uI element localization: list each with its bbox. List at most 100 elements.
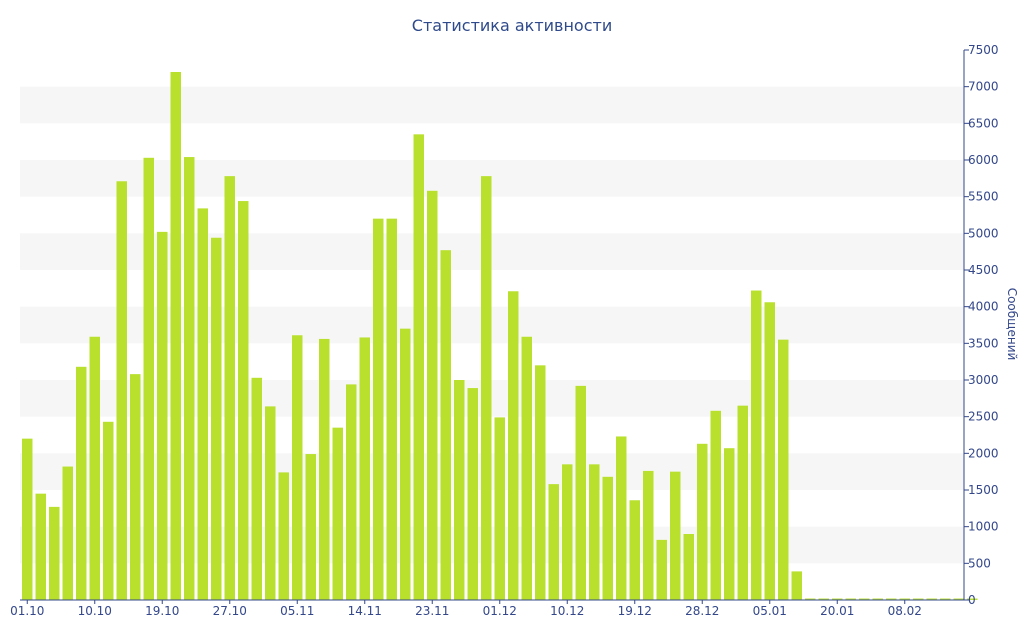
bar xyxy=(157,231,168,600)
bar xyxy=(791,571,802,600)
y-tick-label: 3500 xyxy=(968,336,999,350)
bar xyxy=(508,291,519,600)
bar xyxy=(76,366,87,600)
y-tick-label: 1500 xyxy=(968,483,999,497)
bar xyxy=(535,365,546,600)
y-tick-label: 6000 xyxy=(968,153,999,167)
bar xyxy=(616,436,627,600)
bar xyxy=(359,337,370,600)
bar xyxy=(440,250,451,600)
bar xyxy=(548,484,559,600)
bar xyxy=(49,506,60,600)
bar xyxy=(737,405,748,600)
y-tick-label: 7500 xyxy=(968,43,999,57)
bar xyxy=(818,598,829,600)
y-tick-label: 2500 xyxy=(968,410,999,424)
grid-band xyxy=(20,160,964,197)
y-tick-label: 5500 xyxy=(968,190,999,204)
bar xyxy=(170,72,181,600)
grid-band xyxy=(20,86,964,124)
y-tick-label: 2000 xyxy=(968,446,999,460)
x-tick-label: 28.12 xyxy=(685,604,719,618)
bar xyxy=(197,208,208,600)
bar xyxy=(292,335,303,600)
x-tick-label: 19.10 xyxy=(145,604,179,618)
bar xyxy=(305,454,316,600)
x-tick-label: 01.12 xyxy=(483,604,517,618)
x-tick-label: 10.10 xyxy=(78,604,112,618)
bar xyxy=(805,598,816,600)
bar xyxy=(89,336,100,600)
bar xyxy=(926,598,937,600)
bar xyxy=(184,157,195,601)
y-tick-label: 0 xyxy=(968,593,976,607)
y-tick-label: 5000 xyxy=(968,226,999,240)
x-tick-label: 20.01 xyxy=(820,604,854,618)
bar xyxy=(940,598,951,600)
bar xyxy=(589,464,600,600)
bar xyxy=(211,237,222,600)
bar xyxy=(859,598,870,600)
bar xyxy=(710,410,721,600)
bar xyxy=(103,421,114,600)
bar xyxy=(35,493,46,600)
bar xyxy=(913,598,924,600)
bar xyxy=(832,598,843,600)
bar xyxy=(899,598,910,600)
bar xyxy=(751,290,762,600)
bar xyxy=(602,476,613,600)
x-tick-label: 01.10 xyxy=(10,604,44,618)
y-tick-label: 4000 xyxy=(968,300,999,314)
bar xyxy=(278,472,289,600)
y-tick-label: 6500 xyxy=(968,116,999,130)
axes: 0 500 1000 1500 2000 2500 3000 3500 4000 4500 5000… xyxy=(10,43,998,618)
bar xyxy=(764,302,775,600)
bar xyxy=(886,598,897,600)
bar xyxy=(967,598,978,600)
x-tick-label: 14.11 xyxy=(348,604,382,618)
bar xyxy=(629,500,640,600)
bar xyxy=(427,190,438,601)
y-tick-label: 3000 xyxy=(968,373,999,387)
bar xyxy=(62,466,73,600)
bar xyxy=(386,218,397,600)
y-tick-label: 500 xyxy=(968,556,991,570)
bar xyxy=(467,388,478,600)
x-tick-label: 23.11 xyxy=(415,604,449,618)
bars xyxy=(22,72,978,601)
y-tick-label: 1000 xyxy=(968,520,999,534)
x-tick-label: 08.02 xyxy=(888,604,922,618)
bar xyxy=(643,470,654,600)
x-tick-label: 10.12 xyxy=(550,604,584,618)
bar xyxy=(575,385,586,600)
bar xyxy=(872,598,883,600)
bar xyxy=(724,448,735,600)
bar xyxy=(22,438,33,600)
chart-title: Статистика активности xyxy=(412,16,612,35)
bar xyxy=(845,598,856,600)
bar xyxy=(332,427,343,600)
x-tick-label: 27.10 xyxy=(213,604,247,618)
bar xyxy=(346,384,357,600)
bar xyxy=(494,417,505,600)
bar xyxy=(400,328,411,600)
y-tick-label: 7000 xyxy=(968,80,999,94)
bar xyxy=(251,377,262,600)
bar xyxy=(238,201,249,601)
bar xyxy=(697,443,708,600)
bar xyxy=(116,181,127,600)
bar xyxy=(778,339,789,600)
x-tick-label: 19.12 xyxy=(618,604,652,618)
bar xyxy=(265,406,276,600)
bar xyxy=(953,598,964,600)
bar xyxy=(670,471,681,600)
bar xyxy=(224,176,235,600)
x-tick-label: 05.11 xyxy=(280,604,314,618)
x-tick-label: 05.01 xyxy=(753,604,787,618)
bar xyxy=(562,464,573,600)
bar xyxy=(319,338,330,600)
bar xyxy=(454,380,465,600)
bar xyxy=(481,176,492,600)
bar xyxy=(656,539,667,600)
